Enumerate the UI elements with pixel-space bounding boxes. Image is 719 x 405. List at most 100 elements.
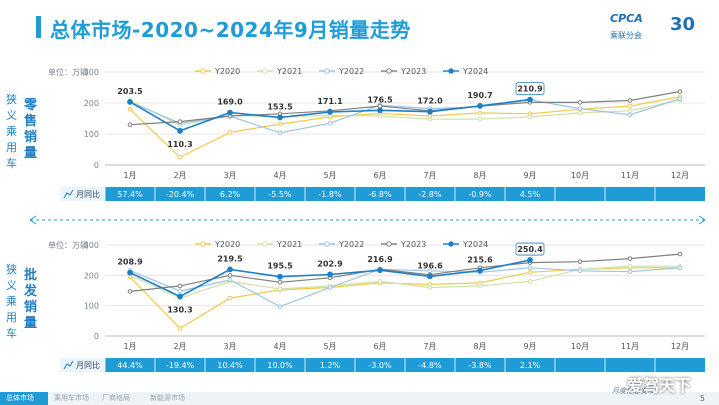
data-point-y2023: [677, 251, 683, 257]
yoy-cell: -4.8%: [418, 361, 442, 370]
footer-tab[interactable]: 新能源市场: [150, 394, 185, 402]
data-point-y2023: [377, 103, 383, 109]
yoy-cell: 10.4%: [217, 361, 243, 370]
data-point-y2022: [677, 265, 683, 271]
x-tick-label: 10月: [571, 171, 589, 180]
series-line-y2020: [129, 96, 681, 159]
page-number: 5: [699, 394, 705, 403]
data-point-y2021: [627, 263, 633, 269]
footer-tab[interactable]: 总体市场: [0, 392, 48, 405]
legend-label: Y2024: [462, 67, 488, 76]
footer-tab[interactable]: 乘用车市场: [54, 394, 89, 402]
legend-label: Y2022: [338, 67, 364, 76]
yoy-cell: -20.4%: [166, 190, 195, 199]
arrow-right-icon: [698, 215, 706, 225]
series-line-y2023: [129, 253, 681, 292]
data-point-y2024: [427, 273, 433, 280]
x-tick-label: 12月: [671, 342, 689, 351]
x-tick-label: 5月: [323, 342, 336, 351]
x-tick-label: 11月: [621, 342, 639, 351]
data-point-y2024: [127, 269, 133, 276]
data-point-y2022: [277, 304, 283, 309]
data-point-y2020: [477, 110, 483, 116]
x-tick-label: 7月: [423, 171, 436, 180]
data-point-y2024: [177, 127, 183, 134]
footer-tab[interactable]: 厂商格局: [102, 394, 130, 402]
legend-marker: [324, 241, 330, 247]
data-point-y2024: [277, 273, 283, 280]
data-point-y2022: [227, 277, 233, 283]
x-tick-label: 7月: [423, 342, 436, 351]
data-point-y2024: [377, 107, 383, 114]
data-point-y2021: [427, 116, 433, 122]
data-point-y2023: [577, 259, 583, 264]
x-tick-label: 5月: [323, 171, 336, 180]
data-point-y2022: [627, 269, 633, 274]
legend-marker: [324, 68, 330, 74]
legend-label: Y2023: [400, 67, 426, 76]
arrow-left-icon: [29, 215, 37, 225]
data-point-y2023: [127, 289, 133, 294]
legend-marker: [448, 68, 454, 74]
data-point-y2021: [477, 283, 483, 289]
legend-label: Y2024: [462, 240, 488, 249]
data-point-y2021: [527, 114, 533, 120]
wholesale-chart: 0 100 200 300 1月 2月 3月 4月 5月 6月 7月 8月 9月 10月 11月 12月 Y20…: [60, 240, 705, 372]
data-point-y2023: [177, 119, 183, 124]
x-tick-label: 10月: [571, 342, 589, 351]
data-point-y2023: [677, 89, 683, 94]
legend-label: Y2023: [400, 240, 426, 249]
x-tick-label: 3月: [223, 171, 236, 180]
data-point-y2022: [677, 96, 683, 101]
side-label-col2: 批发销量: [24, 268, 38, 331]
data-point-y2024: [227, 109, 233, 116]
highlight-box: [515, 242, 545, 256]
data-label: 196.6: [417, 261, 443, 270]
data-label: 210.9: [517, 85, 543, 94]
y-tick-label: 0: [94, 332, 99, 341]
data-label: 195.5: [267, 262, 293, 271]
data-label: 171.1: [317, 97, 343, 106]
y-tick-label: 300: [84, 241, 99, 250]
yoy-cell: 44.4%: [117, 361, 143, 370]
data-label: 130.3: [167, 305, 192, 314]
data-label: 172.0: [417, 97, 443, 106]
yoy-table-header-cell: [60, 358, 105, 372]
data-point-y2023: [627, 98, 633, 103]
x-tick-label: 6月: [373, 342, 386, 351]
data-point-y2024: [277, 114, 283, 121]
yoy-cell: 4.5%: [520, 190, 541, 199]
data-point-y2024: [477, 102, 483, 109]
anniversary-logo: 30: [670, 14, 696, 35]
data-point-y2021: [577, 110, 583, 116]
data-label: 202.9: [317, 259, 343, 268]
x-tick-label: 12月: [671, 171, 689, 180]
data-point-y2023: [577, 100, 583, 105]
data-label: 110.3: [167, 140, 192, 149]
highlight-box: [515, 82, 545, 96]
trend-icon: [63, 360, 74, 370]
section-divider: [29, 215, 706, 225]
data-label: 216.9: [367, 255, 393, 264]
x-tick-label: 6月: [373, 171, 386, 180]
yoy-table-bg: [60, 187, 705, 201]
data-point-y2024: [327, 271, 333, 278]
unit-label: 单位：万辆: [48, 68, 88, 77]
y-tick-label: 200: [84, 271, 99, 280]
data-point-y2020: [177, 326, 183, 331]
y-tick-label: 0: [94, 161, 99, 170]
data-point-y2024: [177, 293, 183, 300]
side-label: 狭义乘用车 零售销量: [6, 92, 50, 172]
side-label: 狭义乘用车 批发销量: [6, 262, 50, 342]
yoy-table-header-cell: [60, 187, 105, 201]
data-label: 219.5: [217, 254, 243, 263]
legend-marker: [200, 68, 206, 74]
data-point-y2022: [327, 120, 333, 126]
yoy-cell: -5.5%: [268, 190, 292, 199]
legend-label: Y2020: [214, 240, 240, 249]
legend-marker: [200, 241, 206, 247]
data-label: 190.7: [467, 91, 492, 100]
data-label: 215.6: [467, 256, 493, 265]
y-tick-label: 100: [84, 130, 99, 139]
